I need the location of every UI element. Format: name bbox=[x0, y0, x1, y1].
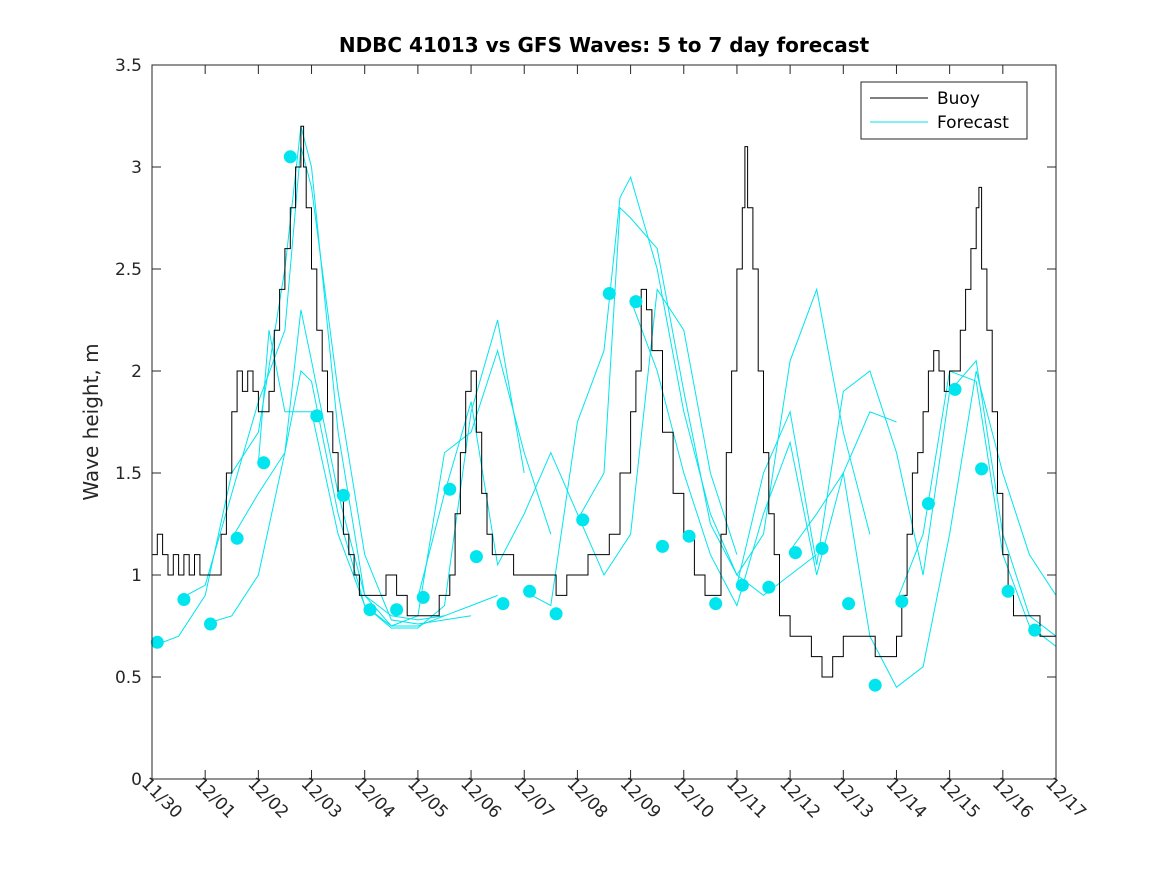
x-tick-label: 12/07 bbox=[509, 774, 558, 823]
y-tick-label: 3.5 bbox=[115, 56, 142, 76]
forecast-series-line bbox=[523, 175, 818, 607]
forecast-dots bbox=[150, 150, 1042, 692]
forecast-dot bbox=[283, 150, 297, 164]
forecast-dot bbox=[177, 593, 191, 606]
forecast-dot bbox=[549, 607, 563, 621]
x-tick-labels: 11/30 12/01 12/02 12/03 12/04 12/05 12/06 12/07… bbox=[137, 774, 1090, 823]
buoy-series-line bbox=[152, 125, 1056, 678]
x-tick-label: 12/15 bbox=[935, 774, 984, 823]
plot-frame bbox=[151, 64, 1057, 780]
x-tick-label: 12/02 bbox=[244, 774, 293, 823]
forecast-dot bbox=[868, 678, 882, 692]
forecast-dot bbox=[602, 287, 616, 300]
x-tick-label: 12/13 bbox=[828, 774, 877, 823]
forecast-dot bbox=[762, 580, 776, 594]
forecast-series-line bbox=[896, 370, 1057, 647]
forecast-dot bbox=[921, 497, 935, 511]
forecast-dot bbox=[788, 546, 802, 560]
forecast-dot bbox=[443, 482, 457, 496]
forecast-dot bbox=[576, 513, 590, 527]
forecast-dot bbox=[204, 617, 217, 631]
forecast-dot bbox=[230, 531, 244, 545]
x-tick-label: 12/17 bbox=[1041, 774, 1090, 823]
x-tick-label: 12/09 bbox=[616, 774, 665, 823]
chart-title: NDBC 41013 vs GFS Waves: 5 to 7 day fore… bbox=[339, 33, 870, 57]
x-tick-label: 12/10 bbox=[669, 774, 718, 823]
forecast-series-line bbox=[576, 206, 871, 576]
x-tick-label: 12/11 bbox=[722, 774, 771, 823]
x-tick-label: 12/05 bbox=[403, 774, 452, 823]
legend: Buoy Forecast bbox=[860, 81, 1028, 140]
forecast-dot bbox=[629, 295, 643, 309]
forecast-series-line bbox=[630, 299, 897, 607]
forecast-dot bbox=[257, 456, 271, 470]
forecast-dot bbox=[1001, 584, 1015, 598]
forecast-series-line bbox=[178, 146, 472, 625]
forecast-dot bbox=[735, 578, 749, 592]
x-tick-label: 12/06 bbox=[456, 774, 505, 823]
y-tick-label: 0 bbox=[131, 770, 142, 790]
forecast-dot bbox=[682, 529, 696, 543]
x-tick-label: 11/30 bbox=[137, 774, 186, 823]
buoy-line-group bbox=[152, 125, 1056, 678]
forecast-dot bbox=[842, 597, 856, 611]
forecast-series-line bbox=[789, 370, 1057, 688]
x-tick-label: 12/04 bbox=[350, 774, 399, 823]
y-tick-label: 1 bbox=[131, 566, 142, 586]
legend-box bbox=[860, 81, 1028, 140]
x-tick-label: 12/03 bbox=[297, 774, 346, 823]
forecast-dot bbox=[948, 382, 962, 396]
y-tick-labels: 0 0.5 1 1.5 2 2.5 3 3.5 bbox=[115, 56, 142, 790]
forecast-dot bbox=[496, 597, 510, 611]
y-tick-label: 1.5 bbox=[115, 464, 142, 484]
plot-background bbox=[152, 65, 1056, 779]
legend-buoy-label: Buoy bbox=[937, 89, 980, 109]
x-tick-label: 12/08 bbox=[563, 774, 612, 823]
tick-marks bbox=[151, 64, 1057, 780]
y-tick-label: 3 bbox=[131, 158, 142, 178]
x-tick-label: 12/12 bbox=[775, 774, 824, 823]
forecast-dot bbox=[150, 635, 164, 649]
forecast-dot bbox=[656, 539, 669, 553]
forecast-dot bbox=[363, 603, 377, 617]
x-tick-label: 12/14 bbox=[882, 774, 931, 823]
forecast-dot bbox=[1028, 623, 1042, 637]
forecast-dot bbox=[709, 597, 723, 611]
y-axis-label: Wave height, m bbox=[79, 343, 103, 500]
forecast-dot bbox=[895, 595, 909, 608]
forecast-dot bbox=[815, 542, 829, 555]
forecast-dot bbox=[523, 584, 537, 598]
y-tick-label: 2.5 bbox=[115, 260, 142, 280]
y-tick-label: 2 bbox=[131, 362, 142, 382]
forecast-dot bbox=[390, 603, 404, 617]
forecast-series-line bbox=[417, 287, 738, 598]
forecast-series-line bbox=[257, 330, 552, 627]
forecast-dot bbox=[310, 409, 324, 423]
forecast-dot bbox=[416, 590, 430, 604]
x-tick-label: 12/01 bbox=[190, 774, 239, 823]
legend-forecast-label: Forecast bbox=[937, 113, 1009, 133]
x-tick-label: 12/16 bbox=[988, 774, 1037, 823]
forecast-dot bbox=[336, 488, 350, 502]
forecast-dot bbox=[975, 462, 989, 476]
y-tick-label: 0.5 bbox=[115, 668, 142, 688]
forecast-lines bbox=[151, 126, 1057, 688]
forecast-dot bbox=[469, 550, 483, 564]
